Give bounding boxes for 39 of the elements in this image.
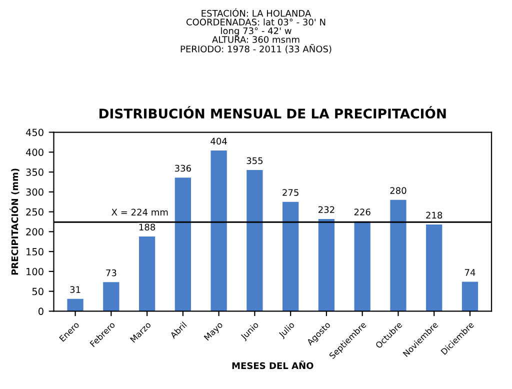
data-label: 31 xyxy=(70,286,80,293)
chart-title: DISTRIBUCIÓN MENSUAL DE LA PRECIPITACIÓN xyxy=(100,106,446,119)
data-label: 218 xyxy=(426,212,442,219)
bar xyxy=(390,200,406,312)
y-tick-label: 350 xyxy=(26,168,44,176)
bar xyxy=(354,221,370,312)
data-label: 73 xyxy=(106,269,116,276)
data-label: 188 xyxy=(139,224,156,231)
y-axis-title: PRECIPITACIÓN (mm) xyxy=(10,168,20,275)
bar xyxy=(138,236,156,312)
chart-subtitle: ESTACIÓN: LA HOLANDA COORDENADAS: lat 03° - 30' N long 73° - 42' w ALTURA: 360 msnm PERIODO: 1978 - 2011 (33 AÑOS) xyxy=(180,8,332,54)
bar xyxy=(426,224,442,312)
data-label: 404 xyxy=(210,138,227,145)
data-label: 355 xyxy=(246,157,263,164)
bar xyxy=(67,298,84,312)
y-tick-label: 150 xyxy=(26,248,44,256)
y-tick-label: 250 xyxy=(26,208,44,216)
bar xyxy=(246,170,263,312)
bar xyxy=(103,282,120,312)
x-axis-title: MESES DEL AÑO xyxy=(232,360,314,370)
y-tick-label: 300 xyxy=(26,188,44,196)
bar xyxy=(282,202,299,312)
y-tick-label: 100 xyxy=(26,268,44,276)
bar xyxy=(174,178,192,312)
y-tick-label: 0 xyxy=(38,308,44,316)
bar xyxy=(210,150,227,312)
data-label: 226 xyxy=(354,208,370,216)
data-label: 232 xyxy=(318,206,334,214)
y-tick-label: 50 xyxy=(32,288,44,296)
bar xyxy=(318,218,335,312)
y-tick-label: 450 xyxy=(26,128,44,136)
y-tick-label: 200 xyxy=(26,228,44,236)
data-label: 275 xyxy=(282,189,298,196)
bar xyxy=(462,282,478,312)
data-label: 74 xyxy=(464,269,476,276)
data-label: 280 xyxy=(390,187,406,194)
y-tick-label: 400 xyxy=(26,148,44,156)
ref-line-label: X = 224 mm xyxy=(112,208,168,216)
data-label: 336 xyxy=(175,164,191,172)
